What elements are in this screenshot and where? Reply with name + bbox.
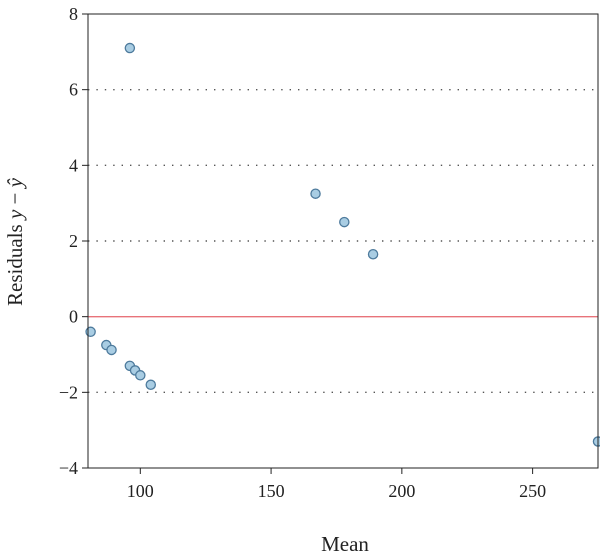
data-point <box>339 216 350 228</box>
data-point <box>145 379 157 391</box>
y-axis-title: Residuals y − ŷ <box>3 177 27 306</box>
y-tick-label: 6 <box>69 80 78 100</box>
y-tick-label: −4 <box>59 458 78 478</box>
x-axis-title: Mean <box>321 532 369 556</box>
x-tick-label: 150 <box>258 481 285 501</box>
data-point <box>124 42 136 54</box>
y-axis-title-dash: − <box>3 187 27 209</box>
x-tick-label: 100 <box>127 481 154 501</box>
y-tick-label: 2 <box>69 231 78 251</box>
y-axis-title-yhat: ŷ <box>3 177 27 189</box>
data-point <box>367 248 379 260</box>
y-tick-label: −2 <box>59 382 78 402</box>
x-tick-label: 200 <box>388 481 415 501</box>
gridlines <box>88 88 598 394</box>
data-point <box>135 370 146 381</box>
y-tick-label: 4 <box>69 155 78 175</box>
data-point <box>106 344 117 356</box>
data-point <box>592 436 600 447</box>
data-point <box>310 188 321 199</box>
x-axis-ticks: 100 150 200 250 <box>127 468 546 501</box>
y-axis-ticks: −4 −2 0 2 4 6 8 <box>59 4 88 478</box>
data-points <box>85 42 600 447</box>
data-point <box>85 326 96 338</box>
y-axis-title-y: y <box>3 209 27 221</box>
y-tick-label: 0 <box>69 307 78 327</box>
x-tick-label: 250 <box>519 481 546 501</box>
y-tick-label: 8 <box>69 4 78 24</box>
y-axis-title-prefix: Residuals <box>3 219 27 306</box>
